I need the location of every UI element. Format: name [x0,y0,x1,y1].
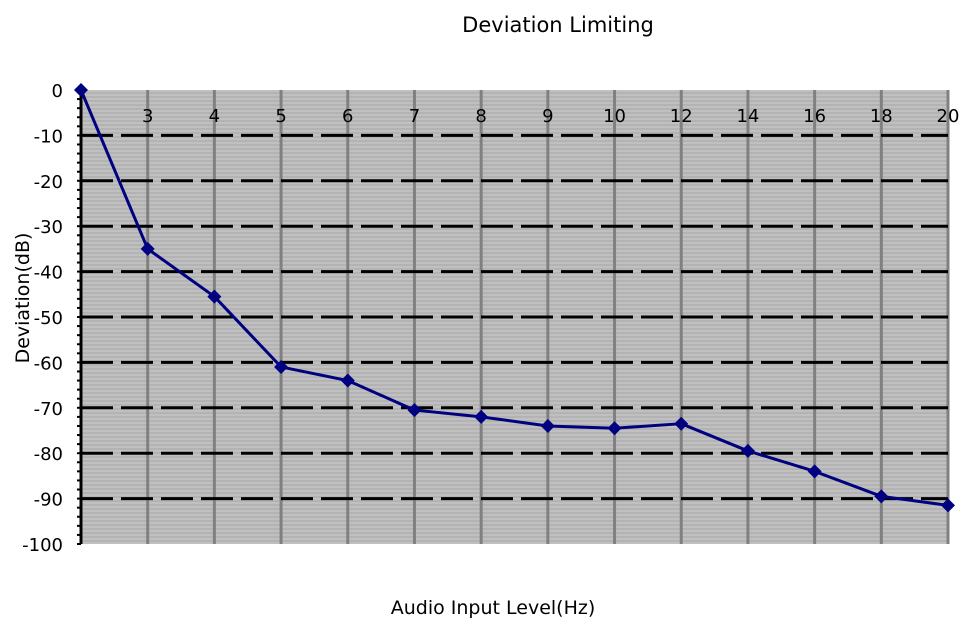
series-line [79,89,949,507]
x-tick-label: 4 [209,106,220,127]
y-tick-label: -90 [34,490,63,511]
data-point [540,418,555,433]
x-tick-label: 3 [142,106,153,127]
data-point [274,359,289,374]
data-point [607,421,622,436]
data-point [807,464,822,479]
plot-area: 0 -10 -20 -30 -40 -50 -60 -70 -80 -90 -100 3 4 5 6 7 8 9 1… [22,81,959,556]
x-axis-label: Audio Input Level(Hz) [391,597,596,619]
y-tick-label: -30 [34,217,63,238]
y-tick-label: -10 [34,126,63,147]
x-tick-label: 16 [803,106,826,127]
x-tick-label: 7 [409,106,420,127]
plot-hatch [81,92,948,542]
x-tick-label: 12 [670,106,693,127]
data-point [140,241,155,256]
data-point [941,498,955,513]
x-tick-label: 14 [736,106,759,127]
x-tick-label: 18 [870,106,893,127]
y-tick-label: -20 [34,172,63,193]
y-tick-label: -70 [34,399,63,420]
y-axis-label: Deviation(dB) [12,233,34,364]
x-tick-label: 9 [542,106,553,127]
x-tick-label: 5 [275,106,286,127]
x-tick-label: 8 [475,106,486,127]
x-tick-label: 10 [603,106,626,127]
y-tick-label: -80 [34,444,63,465]
x-tick-label: 20 [937,106,960,127]
y-tick-label: -50 [34,308,63,329]
data-point [207,289,222,304]
data-point [740,443,755,458]
chart-title: Deviation Limiting [462,13,654,37]
data-point [407,403,422,418]
x-tick-label: 6 [342,106,353,127]
y-tick-label: -40 [34,263,63,284]
y-tick-label: 0 [52,81,63,102]
data-point [874,489,889,504]
data-point [474,409,489,424]
data-point [74,83,88,97]
y-tick-label: -100 [22,535,63,556]
data-point [674,416,689,431]
y-tick-label: -60 [34,353,63,374]
data-point [340,373,355,388]
